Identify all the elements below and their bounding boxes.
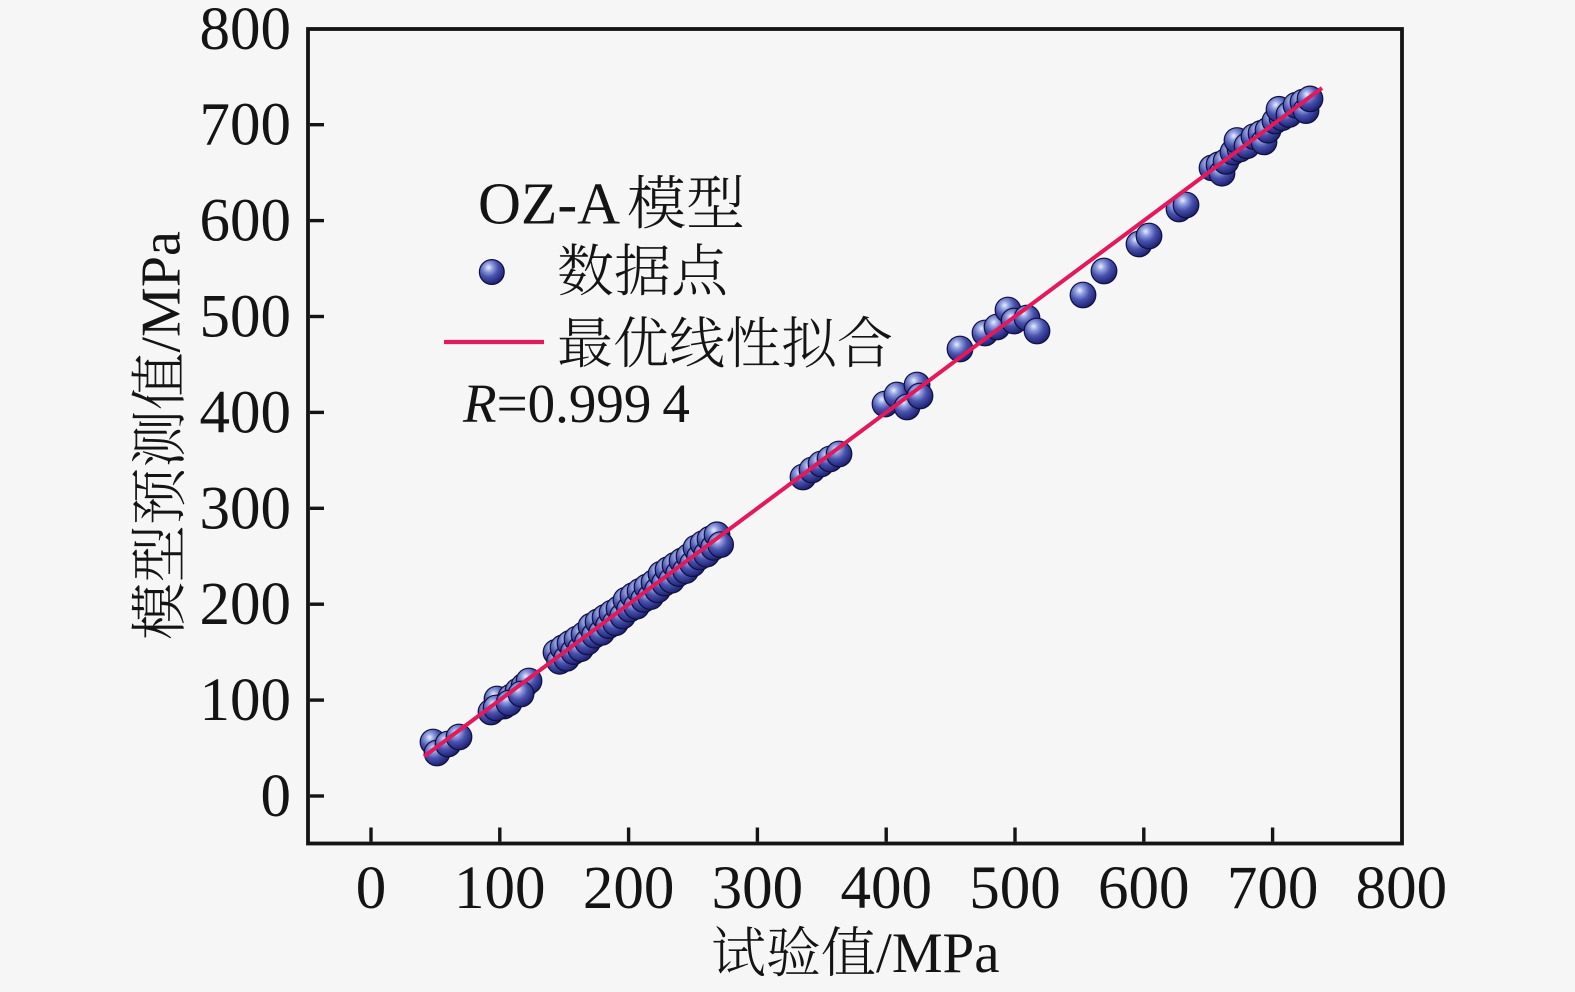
svg-text:100: 100 [454,855,546,922]
svg-text:700: 700 [1227,855,1319,922]
svg-text:600: 600 [1098,855,1190,922]
svg-text:0: 0 [261,763,292,830]
svg-text:300: 300 [712,855,804,922]
svg-text:400: 400 [840,855,932,922]
svg-text:300: 300 [200,475,292,542]
svg-text:/MPa: /MPa [131,231,193,352]
svg-text:/MPa: /MPa [876,922,1000,985]
svg-text:800: 800 [1356,855,1448,922]
svg-text:500: 500 [200,284,292,351]
svg-text:700: 700 [200,92,292,159]
svg-text:0: 0 [356,855,387,922]
svg-text:100: 100 [200,667,292,734]
svg-text:OZ-A: OZ-A [478,171,620,237]
svg-text:400: 400 [200,379,292,446]
svg-text:600: 600 [200,188,292,255]
svg-text:200: 200 [583,855,675,922]
svg-text:500: 500 [969,855,1061,922]
svg-text:800: 800 [200,0,292,63]
svg-text:R=0.999 4: R=0.999 4 [462,373,690,434]
svg-text:200: 200 [200,571,292,638]
